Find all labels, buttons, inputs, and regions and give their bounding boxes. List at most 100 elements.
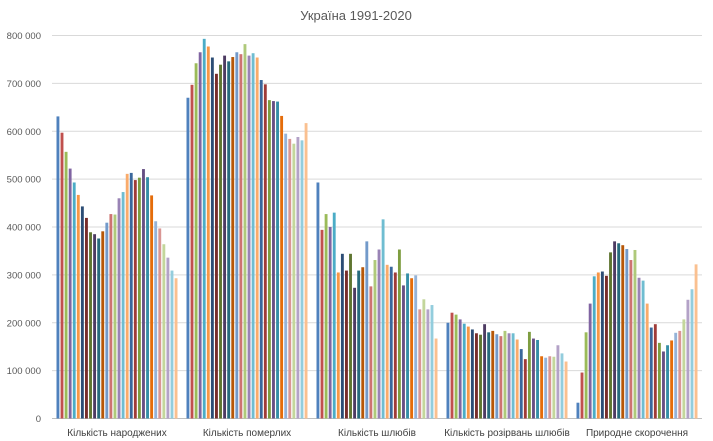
- bar-1999-1: [219, 64, 222, 419]
- bar-2008-3: [515, 339, 519, 419]
- bar-1995-2: [332, 212, 336, 419]
- bar-2020-3: [564, 361, 568, 419]
- bar-2005-4: [633, 249, 637, 419]
- bar-2015-3: [544, 357, 548, 419]
- bar-2011-4: [657, 342, 661, 419]
- bar-2010-0: [133, 180, 137, 419]
- bar-2006-4: [637, 277, 641, 419]
- bar-1991-4: [576, 402, 580, 419]
- y-tick-label: 700 000: [7, 79, 41, 90]
- bar-2018-4: [686, 299, 690, 419]
- bars: [56, 38, 698, 419]
- bar-2016-3: [548, 356, 552, 419]
- bar-2016-4: [678, 330, 682, 419]
- bar-2001-2: [357, 270, 361, 419]
- bar-2016-1: [288, 138, 292, 419]
- bar-2020-4: [694, 264, 698, 419]
- bar-2017-4: [682, 319, 686, 419]
- bar-2006-1: [247, 55, 251, 419]
- bar-2013-1: [276, 101, 279, 419]
- bar-2019-4: [690, 289, 694, 419]
- bar-2017-3: [552, 356, 556, 419]
- bar-1999-2: [349, 253, 352, 419]
- bar-2006-0: [117, 198, 121, 419]
- category-label: Природне скорочення: [586, 428, 688, 439]
- category-label: Кількість розірвань шлюбів: [444, 427, 570, 439]
- bar-2003-1: [235, 52, 239, 419]
- bar-2020-0: [174, 278, 178, 419]
- bar-1992-1: [190, 84, 194, 419]
- bar-1998-1: [215, 73, 218, 419]
- bar-2020-1: [304, 123, 308, 419]
- bar-1998-3: [475, 333, 478, 419]
- bar-2012-0: [142, 169, 145, 419]
- bar-2000-0: [93, 234, 97, 419]
- bar-2017-1: [292, 143, 296, 419]
- bar-2001-4: [617, 243, 621, 419]
- bar-2016-0: [158, 228, 162, 419]
- bar-1996-1: [206, 46, 210, 419]
- bar-1998-0: [85, 217, 88, 419]
- y-tick-label: 0: [36, 414, 41, 425]
- bar-2019-2: [430, 305, 434, 419]
- bar-2017-0: [162, 244, 166, 419]
- bar-2019-3: [560, 353, 564, 419]
- bar-2003-0: [105, 222, 109, 419]
- bar-2001-3: [487, 332, 491, 419]
- bar-1995-1: [202, 38, 206, 419]
- bar-2009-4: [649, 327, 653, 419]
- bar-2011-2: [397, 249, 401, 419]
- bar-1999-0: [89, 232, 92, 419]
- bar-2009-3: [519, 349, 523, 419]
- bar-1993-1: [194, 63, 198, 419]
- bar-2000-4: [613, 241, 617, 419]
- bar-2017-2: [422, 299, 426, 419]
- bar-2015-0: [154, 221, 158, 419]
- bar-2002-4: [621, 245, 625, 419]
- bar-1994-0: [68, 168, 72, 419]
- bar-2001-0: [97, 238, 101, 419]
- bar-2004-3: [499, 336, 503, 419]
- bar-2012-2: [402, 285, 405, 419]
- bar-2010-4: [653, 324, 657, 419]
- bar-2013-3: [536, 339, 539, 419]
- y-axis: 0 100 000 200 000 300 000 400 000 500 000 600 …: [7, 31, 41, 425]
- bar-1992-3: [450, 312, 454, 419]
- bar-2006-3: [507, 333, 511, 419]
- category-label: Кількість шлюбів: [338, 427, 416, 439]
- bar-2018-1: [296, 137, 300, 419]
- bar-2013-0: [146, 177, 149, 419]
- bar-1991-0: [56, 116, 60, 419]
- bar-2007-3: [511, 333, 515, 419]
- bar-2007-0: [121, 192, 125, 419]
- bar-2005-0: [113, 214, 117, 419]
- bar-2005-2: [373, 260, 377, 419]
- bar-2009-0: [129, 172, 133, 419]
- bar-2003-4: [625, 249, 629, 419]
- bar-2013-4: [666, 345, 669, 419]
- bar-2000-2: [353, 287, 357, 419]
- bar-2018-2: [426, 309, 430, 419]
- bar-2018-0: [166, 257, 170, 419]
- bar-2014-2: [410, 278, 414, 419]
- bar-2003-2: [365, 241, 369, 419]
- bar-2008-4: [645, 303, 649, 419]
- bar-2014-4: [670, 340, 674, 419]
- bar-2002-1: [231, 57, 235, 419]
- bar-1992-0: [60, 132, 64, 419]
- bar-1993-2: [324, 214, 328, 419]
- bar-2001-1: [227, 61, 231, 419]
- bar-2015-1: [284, 133, 288, 419]
- bar-1996-4: [596, 272, 600, 419]
- bar-1997-3: [470, 329, 474, 419]
- y-tick-label: 200 000: [7, 318, 41, 329]
- bar-1992-2: [320, 229, 324, 419]
- bar-1991-1: [186, 97, 190, 419]
- bar-1995-3: [462, 323, 466, 419]
- bar-2019-1: [300, 140, 304, 419]
- y-tick-label: 400 000: [7, 223, 41, 234]
- bar-2009-2: [389, 266, 393, 419]
- y-tick-label: 300 000: [7, 270, 41, 281]
- bar-2011-0: [137, 177, 141, 419]
